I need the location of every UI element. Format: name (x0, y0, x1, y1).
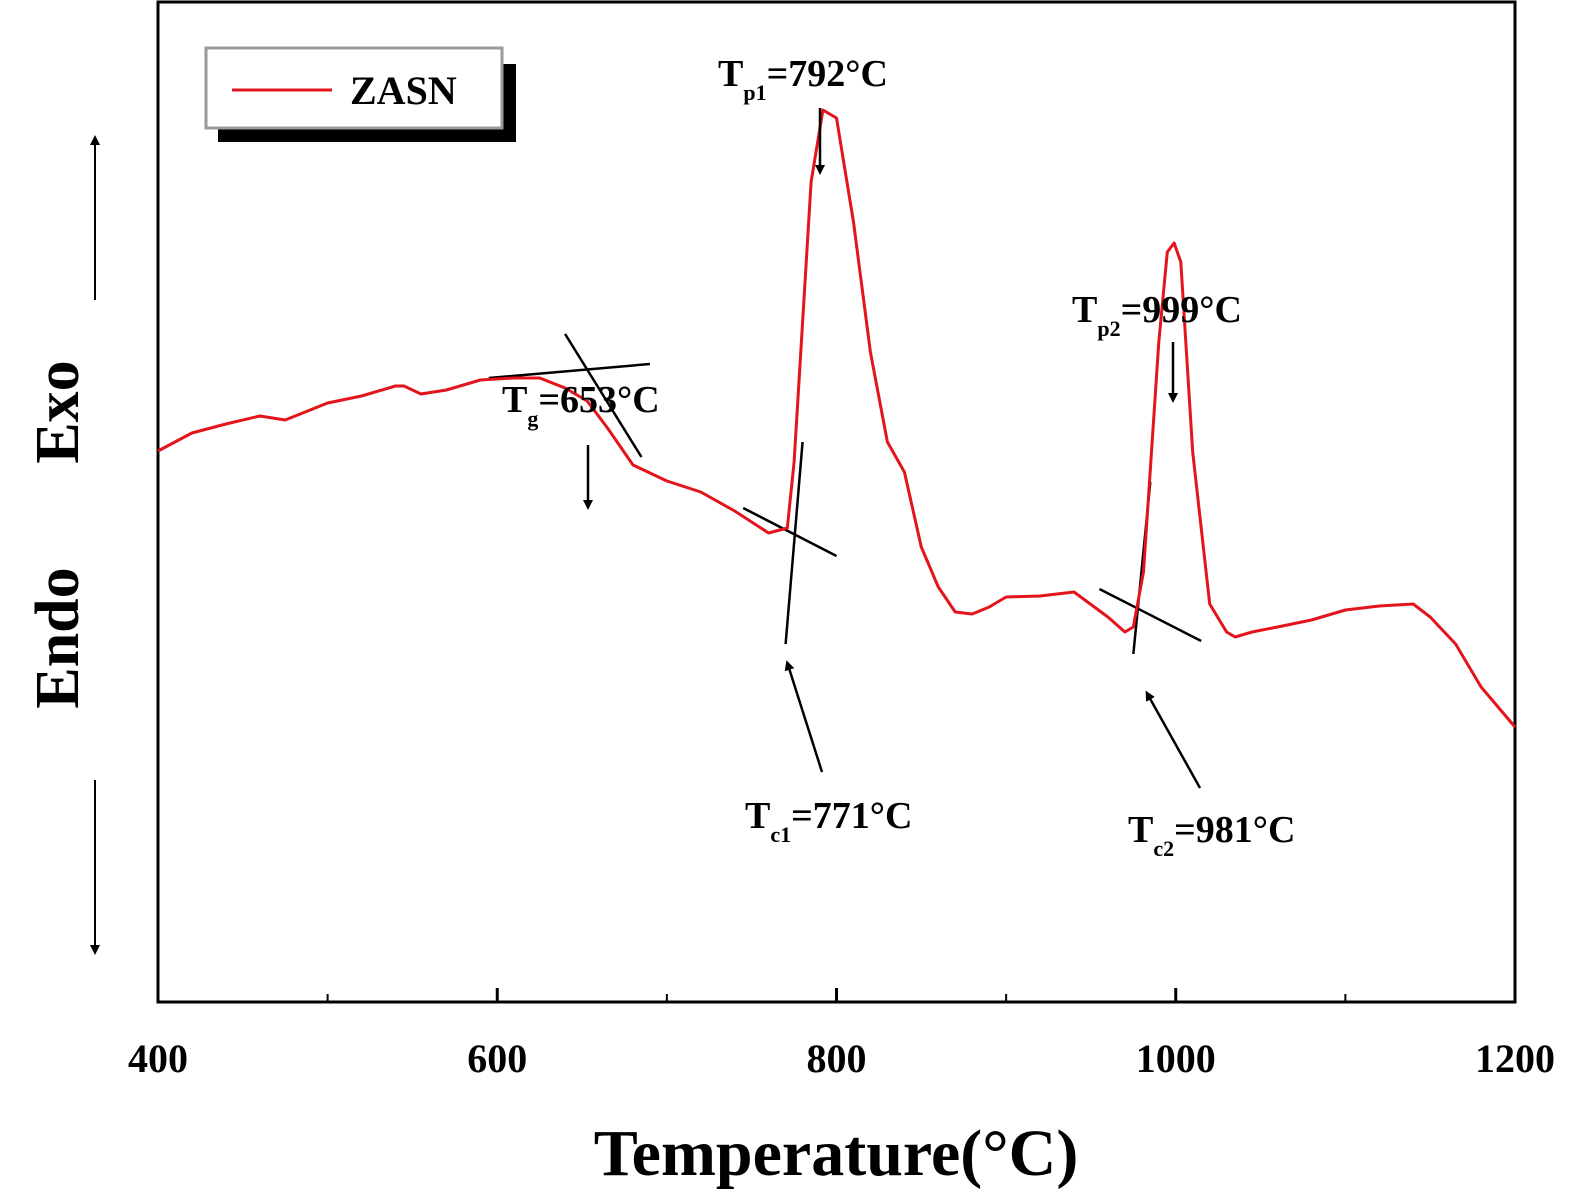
legend: ZASN (204, 46, 516, 142)
tangent-line (488, 362, 651, 380)
annotation-group: Tg=653°C Tc1=771°C Tp1=792°C Tc2=981°C Tp2=9… (502, 53, 1295, 861)
tangent-line (784, 441, 804, 645)
y-label-exo: Exo (24, 360, 92, 463)
y-axis-label: Endo Exo (24, 135, 100, 955)
x-tick-label: 1200 (1475, 1036, 1555, 1081)
x-tick-label: 1000 (1136, 1036, 1216, 1081)
annotation-arrow-c1 (784, 660, 824, 773)
annotation-label-p1: Tp1=792°C (718, 53, 888, 105)
y-label-endo: Endo (24, 567, 92, 708)
tangent-line (742, 506, 838, 558)
x-axis-ticks (156, 988, 1517, 1002)
x-axis-tick-labels: 400 600 800 1000 1200 (128, 1036, 1555, 1081)
legend-box (204, 46, 504, 130)
annotation-label-c1: Tc1=771°C (745, 795, 912, 847)
annotation-label-p2: Tp2=999°C (1072, 289, 1242, 341)
tangent-line (1098, 587, 1202, 643)
x-axis-title: Temperature(°C) (594, 1117, 1079, 1190)
legend-label: ZASN (350, 68, 457, 113)
plot-frame (156, 0, 1517, 1004)
series-line-zasn (157, 108, 1517, 728)
tangent-line (564, 333, 643, 458)
x-tick-label: 800 (807, 1036, 867, 1081)
x-tick-label: 400 (128, 1036, 188, 1081)
annotation-label-g: Tg=653°C (502, 379, 660, 431)
annotation-arrow-c2 (1145, 690, 1202, 789)
annotation-label-c2: Tc2=981°C (1128, 809, 1295, 861)
series-group (157, 108, 1517, 728)
x-tick-label: 600 (467, 1036, 527, 1081)
